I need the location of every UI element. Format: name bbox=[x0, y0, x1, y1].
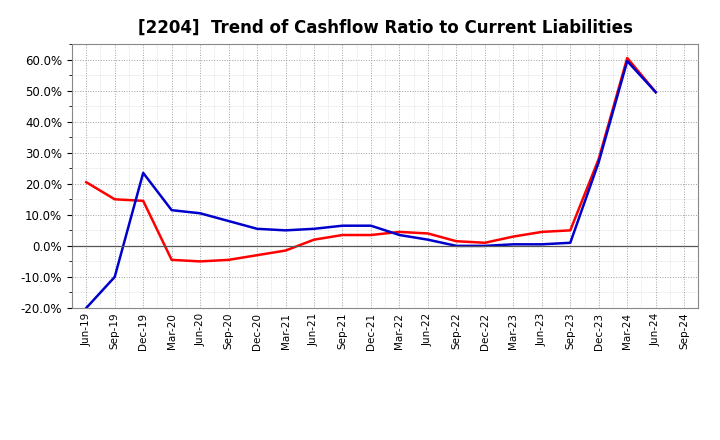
Free CF to Current Liabilities bbox=[196, 211, 204, 216]
Free CF to Current Liabilities bbox=[282, 228, 290, 233]
Free CF to Current Liabilities bbox=[537, 242, 546, 247]
Operating CF to Current Liabilities bbox=[423, 231, 432, 236]
Operating CF to Current Liabilities bbox=[310, 237, 318, 242]
Free CF to Current Liabilities bbox=[652, 89, 660, 95]
Free CF to Current Liabilities bbox=[82, 305, 91, 311]
Free CF to Current Liabilities bbox=[423, 237, 432, 242]
Operating CF to Current Liabilities bbox=[253, 253, 261, 258]
Free CF to Current Liabilities bbox=[253, 226, 261, 231]
Free CF to Current Liabilities bbox=[509, 242, 518, 247]
Free CF to Current Liabilities bbox=[167, 208, 176, 213]
Operating CF to Current Liabilities bbox=[509, 234, 518, 239]
Line: Operating CF to Current Liabilities: Operating CF to Current Liabilities bbox=[86, 58, 656, 261]
Free CF to Current Liabilities bbox=[480, 243, 489, 249]
Free CF to Current Liabilities bbox=[310, 226, 318, 231]
Line: Free CF to Current Liabilities: Free CF to Current Liabilities bbox=[86, 61, 656, 308]
Free CF to Current Liabilities bbox=[366, 223, 375, 228]
Free CF to Current Liabilities bbox=[139, 170, 148, 176]
Operating CF to Current Liabilities bbox=[139, 198, 148, 203]
Operating CF to Current Liabilities bbox=[652, 89, 660, 95]
Operating CF to Current Liabilities bbox=[110, 197, 119, 202]
Operating CF to Current Liabilities bbox=[480, 240, 489, 246]
Operating CF to Current Liabilities bbox=[595, 156, 603, 161]
Operating CF to Current Liabilities bbox=[282, 248, 290, 253]
Free CF to Current Liabilities bbox=[395, 232, 404, 238]
Operating CF to Current Liabilities bbox=[395, 229, 404, 235]
Operating CF to Current Liabilities bbox=[537, 229, 546, 235]
Operating CF to Current Liabilities bbox=[196, 259, 204, 264]
Free CF to Current Liabilities bbox=[566, 240, 575, 246]
Title: [2204]  Trend of Cashflow Ratio to Current Liabilities: [2204] Trend of Cashflow Ratio to Curren… bbox=[138, 19, 633, 37]
Operating CF to Current Liabilities bbox=[167, 257, 176, 263]
Operating CF to Current Liabilities bbox=[225, 257, 233, 263]
Free CF to Current Liabilities bbox=[110, 274, 119, 279]
Operating CF to Current Liabilities bbox=[452, 238, 461, 244]
Operating CF to Current Liabilities bbox=[366, 232, 375, 238]
Operating CF to Current Liabilities bbox=[623, 55, 631, 61]
Operating CF to Current Liabilities bbox=[82, 180, 91, 185]
Operating CF to Current Liabilities bbox=[566, 228, 575, 233]
Free CF to Current Liabilities bbox=[225, 218, 233, 224]
Free CF to Current Liabilities bbox=[452, 243, 461, 249]
Free CF to Current Liabilities bbox=[595, 159, 603, 165]
Free CF to Current Liabilities bbox=[338, 223, 347, 228]
Free CF to Current Liabilities bbox=[623, 59, 631, 64]
Operating CF to Current Liabilities bbox=[338, 232, 347, 238]
